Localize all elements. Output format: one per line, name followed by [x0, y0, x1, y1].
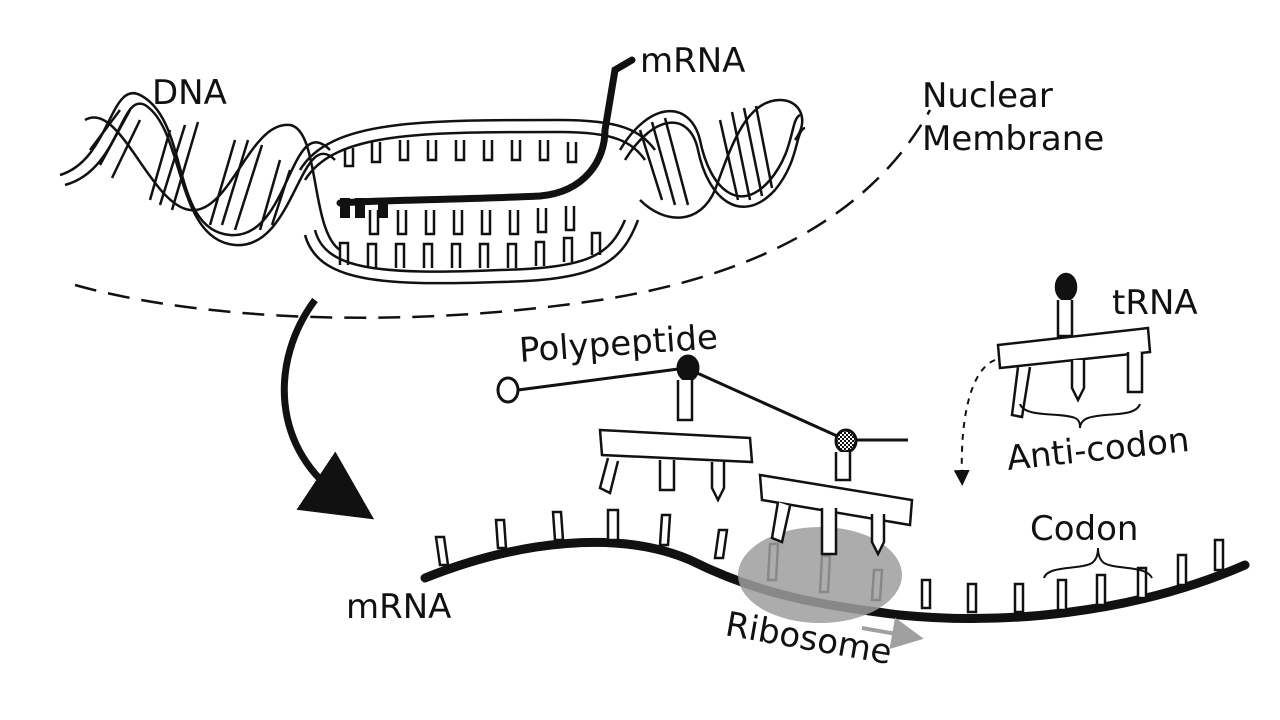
ribosome — [738, 527, 902, 623]
label-mrna-top: mRNA — [640, 41, 745, 81]
codon-brace — [1043, 547, 1153, 579]
dna-bottom-strand-teeth — [338, 231, 602, 268]
dna-left-backbone-1 — [59, 91, 331, 237]
trna-1 — [598, 380, 754, 503]
dna-bubble-outer-2 — [303, 130, 647, 181]
label-codon: Codon — [1030, 509, 1138, 549]
dna-right-rungs — [638, 105, 774, 206]
process-arrow-icon — [280, 297, 375, 520]
ribosome-direction-arrow-icon — [861, 617, 924, 650]
dna-left-backbone-2 — [64, 102, 336, 247]
trna-free — [996, 272, 1152, 419]
nuclear-membrane — [74, 109, 932, 320]
anti-codon-brace — [1019, 403, 1141, 429]
label-anti-codon: Anti-codon — [1005, 420, 1191, 479]
label-trna: tRNA — [1112, 283, 1198, 323]
dna-right-backbone-1 — [618, 110, 801, 198]
dna-top-strand-teeth — [343, 140, 578, 168]
dna-bubble-inner-bottom — [313, 219, 627, 273]
dna-left-backbone-3 — [84, 116, 341, 252]
label-mrna-bottom: mRNA — [346, 587, 451, 627]
trna-2 — [758, 452, 914, 557]
trna-approach-arrow-icon — [953, 359, 996, 486]
dna-template-teeth — [368, 206, 576, 236]
dna-right-backbone-3 — [639, 98, 804, 219]
dna-double-helix — [59, 91, 806, 285]
label-dna: DNA — [152, 73, 227, 113]
label-nuclear-membrane-1: Nuclear — [922, 76, 1053, 116]
dna-bubble-inner-bottom-2 — [303, 219, 640, 285]
label-nuclear-membrane-2: Membrane — [922, 119, 1104, 159]
mrna-transcript-in-nucleus — [336, 56, 636, 218]
polypeptide-chain — [496, 354, 908, 454]
